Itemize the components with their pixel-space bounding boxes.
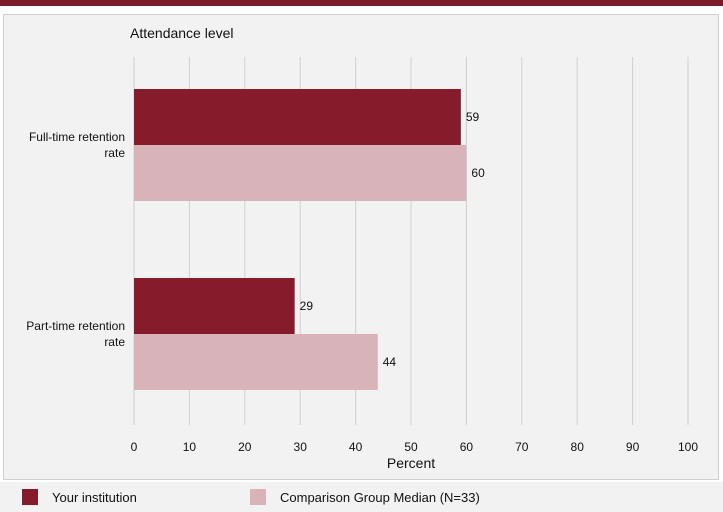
legend-label: Comparison Group Median (N=33) (280, 489, 480, 505)
x-tick-label: 30 (294, 440, 308, 454)
x-tick-label: 10 (183, 440, 197, 454)
bar-chart: Attendance level 59 60 29 44 Full-time rete… (26, 25, 699, 471)
x-tick-label: 100 (678, 440, 698, 454)
x-tick-label: 50 (404, 440, 418, 454)
legend-swatch-comparison-median (250, 489, 266, 505)
x-tick-label: 90 (626, 440, 640, 454)
x-tick-labels: 0 10 20 30 40 50 60 70 80 90 100 (131, 440, 699, 454)
x-tick-label: 20 (238, 440, 252, 454)
x-tick-label: 40 (349, 440, 363, 454)
category-label: Part-time retention (26, 319, 125, 333)
legend-swatch-your-institution (22, 489, 38, 505)
bar (134, 145, 467, 201)
data-labels: 59 60 29 44 (300, 110, 485, 369)
x-tick-label: 80 (571, 440, 585, 454)
bar-value-label: 44 (383, 355, 397, 369)
x-tick-label: 60 (460, 440, 474, 454)
chart-title: Attendance level (130, 25, 234, 41)
bar (134, 334, 378, 390)
bars (134, 89, 467, 390)
legend: Your institution Comparison Group Median… (0, 482, 723, 512)
bar (134, 89, 461, 145)
chart-panel: Attendance level 59 60 29 44 Full-time rete… (3, 14, 719, 480)
category-label: rate (104, 335, 125, 349)
bar (134, 278, 295, 334)
category-label: rate (104, 146, 125, 160)
legend-label: Your institution (52, 489, 137, 505)
bar-value-label: 60 (471, 166, 485, 180)
x-tick-label: 70 (515, 440, 529, 454)
x-axis-title: Percent (387, 455, 435, 471)
legend-item-comparison-median: Comparison Group Median (N=33) (250, 488, 480, 506)
legend-item-your-institution: Your institution (22, 488, 137, 506)
category-label: Full-time retention (29, 130, 125, 144)
top-accent-bar (0, 0, 723, 6)
bar-value-label: 59 (466, 110, 480, 124)
bar-value-label: 29 (300, 299, 314, 313)
category-labels: Full-time retention rate Part-time retenti… (26, 130, 125, 349)
x-tick-label: 0 (131, 440, 138, 454)
